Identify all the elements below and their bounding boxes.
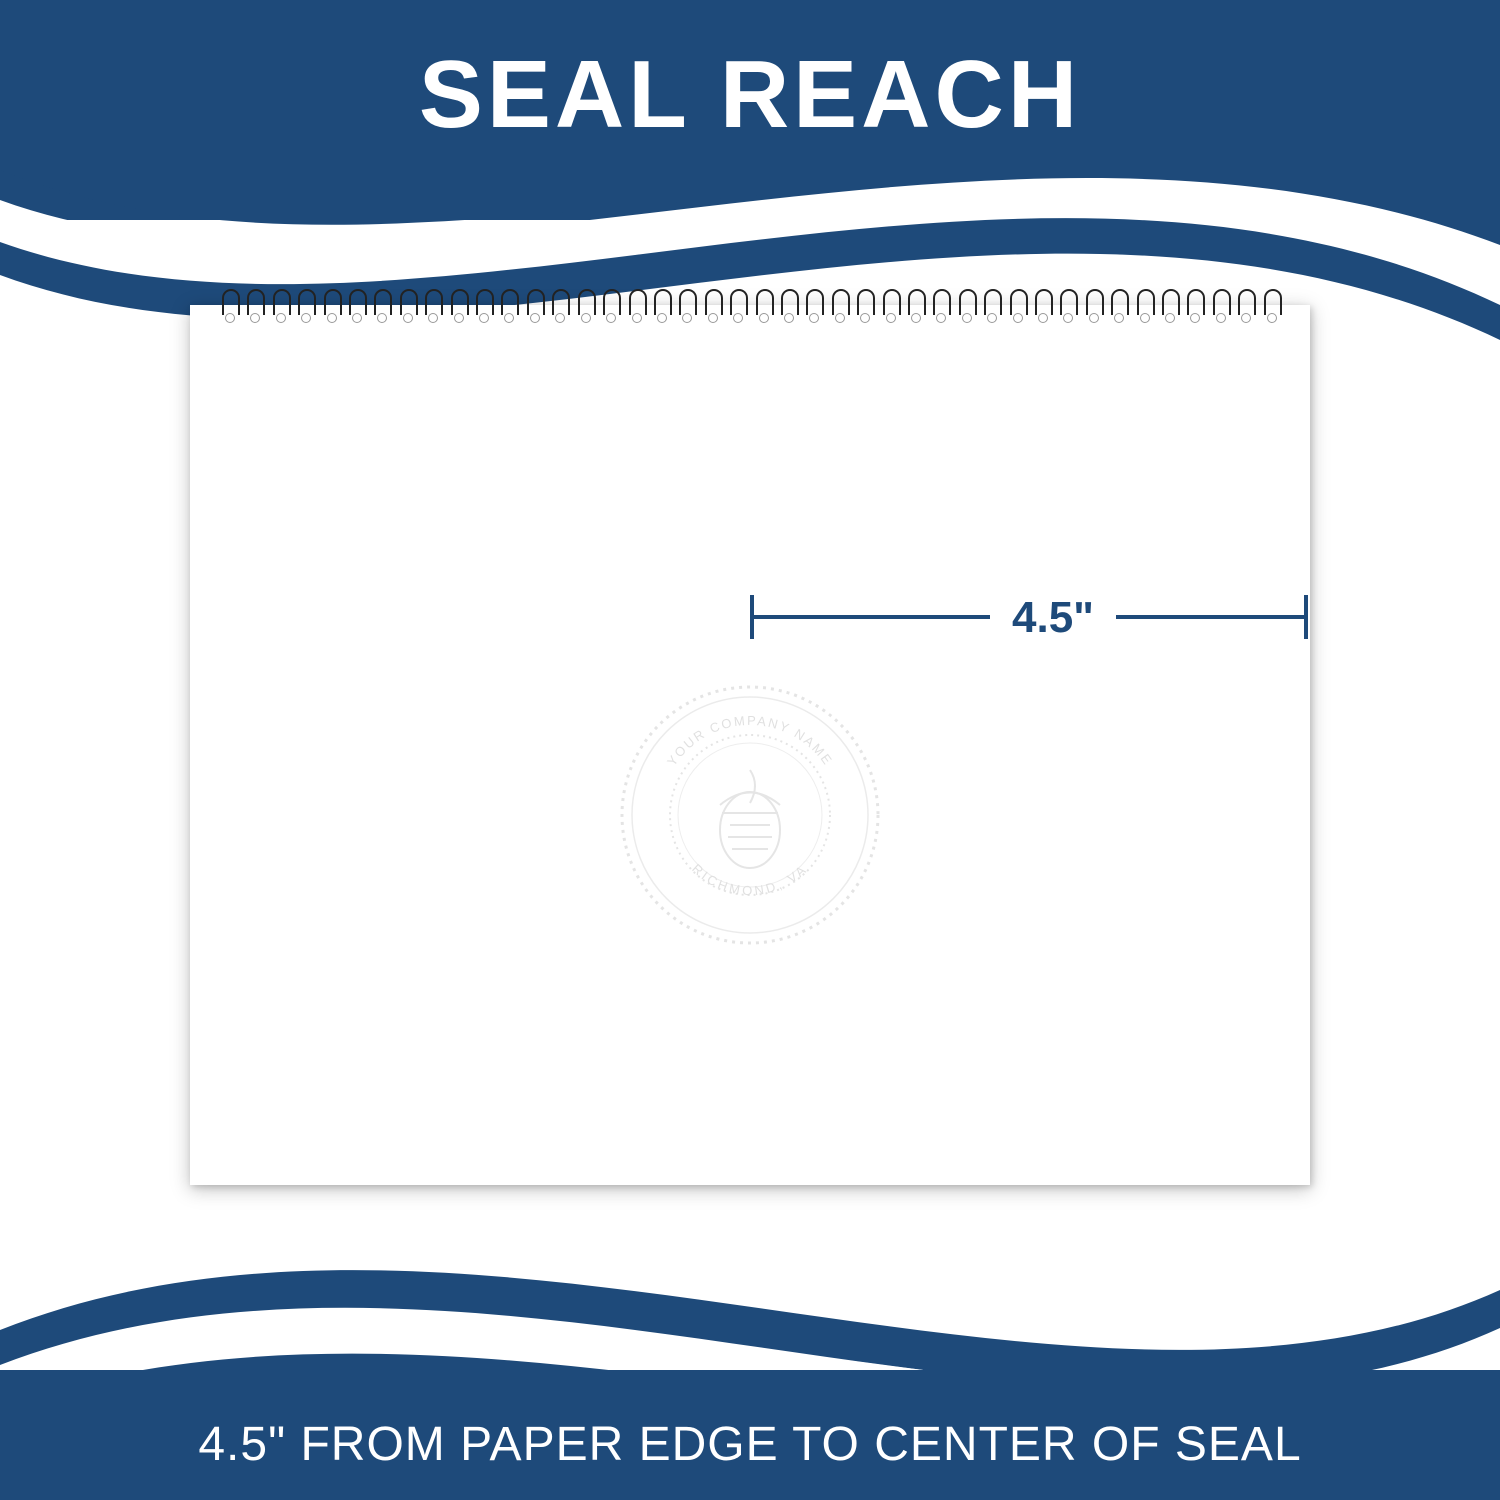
spiral-loop <box>576 287 594 323</box>
embossed-seal: YOUR COMPANY NAME RICHMOND, VA <box>610 675 890 955</box>
spiral-loop <box>245 287 263 323</box>
spiral-loop <box>296 287 314 323</box>
spiral-loop <box>271 287 289 323</box>
spiral-loop <box>703 287 721 323</box>
spiral-loop <box>423 287 441 323</box>
spiral-loop <box>550 287 568 323</box>
spiral-loop <box>728 287 746 323</box>
spiral-loop <box>398 287 416 323</box>
spiral-loop <box>601 287 619 323</box>
spiral-loop <box>449 287 467 323</box>
spiral-loop <box>931 287 949 323</box>
spiral-loop <box>1084 287 1102 323</box>
spiral-loop <box>779 287 797 323</box>
spiral-loop <box>982 287 1000 323</box>
spiral-loop <box>499 287 517 323</box>
spiral-loop <box>1236 287 1254 323</box>
measure-label: 4.5" <box>990 591 1116 645</box>
notebook-pad: 4.5" YOUR COMPANY NAME RICHMOND, VA <box>190 305 1310 1185</box>
spiral-binding <box>220 287 1280 323</box>
spiral-loop <box>652 287 670 323</box>
spiral-loop <box>881 287 899 323</box>
spiral-loop <box>1058 287 1076 323</box>
spiral-loop <box>804 287 822 323</box>
spiral-loop <box>1211 287 1229 323</box>
page-title: SEAL REACH <box>0 40 1500 150</box>
footer-caption: 4.5" FROM PAPER EDGE TO CENTER OF SEAL <box>0 1417 1500 1472</box>
spiral-loop <box>830 287 848 323</box>
spiral-loop <box>322 287 340 323</box>
spiral-loop <box>906 287 924 323</box>
spiral-loop <box>1135 287 1153 323</box>
spiral-loop <box>1033 287 1051 323</box>
spiral-loop <box>1160 287 1178 323</box>
spiral-loop <box>347 287 365 323</box>
spiral-loop <box>1109 287 1127 323</box>
spiral-loop <box>220 287 238 323</box>
spiral-loop <box>677 287 695 323</box>
spiral-loop <box>855 287 873 323</box>
spiral-loop <box>957 287 975 323</box>
spiral-loop <box>1185 287 1203 323</box>
spiral-loop <box>525 287 543 323</box>
measure-tick-right <box>1304 595 1308 639</box>
seal-bottom-text: RICHMOND, VA <box>689 861 810 898</box>
spiral-loop <box>1008 287 1026 323</box>
spiral-loop <box>372 287 390 323</box>
spiral-loop <box>1262 287 1280 323</box>
spiral-loop <box>754 287 772 323</box>
spiral-loop <box>627 287 645 323</box>
spiral-loop <box>474 287 492 323</box>
seal-top-text: YOUR COMPANY NAME <box>664 713 836 769</box>
